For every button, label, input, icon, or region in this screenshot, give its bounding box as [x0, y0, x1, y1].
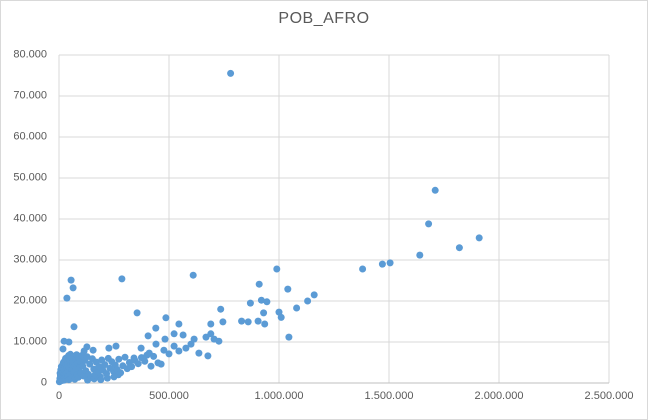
y-axis-tick-label: 20.000	[13, 294, 47, 307]
data-point	[70, 323, 78, 331]
x-axis-tick-label: 0	[55, 390, 63, 402]
data-point	[238, 317, 246, 325]
data-point	[207, 330, 215, 338]
data-point	[219, 318, 227, 326]
data-point	[255, 280, 263, 288]
data-point	[475, 234, 483, 242]
data-point	[121, 353, 129, 361]
data-point	[97, 376, 105, 384]
data-point	[170, 342, 178, 350]
data-point	[128, 363, 136, 371]
data-point	[175, 320, 183, 328]
data-point	[67, 276, 75, 284]
data-point	[244, 318, 252, 326]
data-point	[141, 357, 149, 365]
data-point	[134, 360, 142, 368]
data-point	[189, 271, 197, 279]
data-point	[117, 369, 125, 377]
data-point	[277, 313, 285, 321]
data-point	[115, 355, 123, 363]
data-point	[204, 352, 212, 360]
data-point	[165, 350, 173, 358]
data-point	[147, 362, 155, 370]
y-axis-tick-label: 60.000	[13, 130, 47, 143]
data-point	[89, 346, 97, 354]
data-point	[152, 324, 160, 332]
data-point	[187, 340, 195, 348]
x-axis-tick-label: 2.000.000	[474, 390, 524, 402]
data-point	[359, 265, 367, 273]
x-axis-tick-label: 2.500.000	[584, 390, 634, 402]
data-point	[246, 299, 254, 307]
data-point	[63, 294, 71, 302]
data-point	[162, 314, 170, 322]
data-point	[101, 361, 109, 369]
data-point	[416, 251, 424, 259]
x-axis-tick-label: 1.000.000	[254, 390, 304, 402]
y-axis-tick-label: 40.000	[13, 212, 47, 225]
data-point	[195, 349, 203, 357]
y-axis-tick-label: 30.000	[13, 253, 47, 266]
y-axis-tick-label: 80.000	[13, 48, 47, 61]
data-point	[425, 220, 433, 228]
data-point	[152, 340, 160, 348]
data-point	[83, 343, 91, 351]
y-axis-tick-label: 70.000	[13, 89, 47, 102]
data-point	[161, 335, 169, 343]
x-axis-tick-label: 1.500.000	[364, 390, 414, 402]
data-point	[257, 296, 265, 304]
data-point	[431, 186, 439, 194]
x-axis-tick-label: 500.000	[149, 390, 189, 402]
data-point	[170, 330, 178, 338]
data-point	[215, 337, 223, 345]
y-axis-tick-label: 50.000	[13, 171, 47, 184]
data-point	[112, 342, 120, 350]
data-point	[378, 260, 386, 268]
data-point	[118, 275, 126, 283]
data-point	[160, 346, 168, 354]
y-axis-tick-label: 10.000	[13, 335, 47, 348]
data-point	[273, 265, 281, 273]
data-point	[133, 309, 141, 317]
chart-title: POB_AFRO	[278, 10, 370, 27]
data-point	[254, 317, 262, 325]
y-axis-tick-label: 0	[40, 376, 47, 389]
data-point	[103, 374, 111, 382]
data-point	[304, 297, 312, 305]
data-point	[260, 309, 268, 317]
data-point	[285, 333, 293, 341]
data-point	[263, 298, 271, 306]
data-point	[386, 259, 394, 267]
data-point	[310, 291, 318, 299]
data-point	[137, 344, 145, 352]
data-point	[207, 320, 215, 328]
data-point	[182, 344, 190, 352]
data-point	[86, 360, 94, 368]
data-point	[105, 344, 113, 352]
data-point	[150, 352, 158, 360]
data-point	[69, 284, 77, 292]
data-point	[261, 320, 269, 328]
data-point	[217, 305, 225, 313]
data-point	[175, 347, 183, 355]
data-point	[144, 332, 152, 340]
data-point	[284, 285, 292, 293]
data-point	[179, 331, 187, 339]
data-point	[275, 308, 283, 316]
data-point	[154, 359, 162, 367]
data-point	[190, 335, 198, 343]
data-point	[455, 244, 463, 252]
data-point	[227, 69, 235, 77]
data-point	[60, 337, 68, 345]
data-point	[59, 345, 67, 353]
data-point	[293, 304, 301, 312]
